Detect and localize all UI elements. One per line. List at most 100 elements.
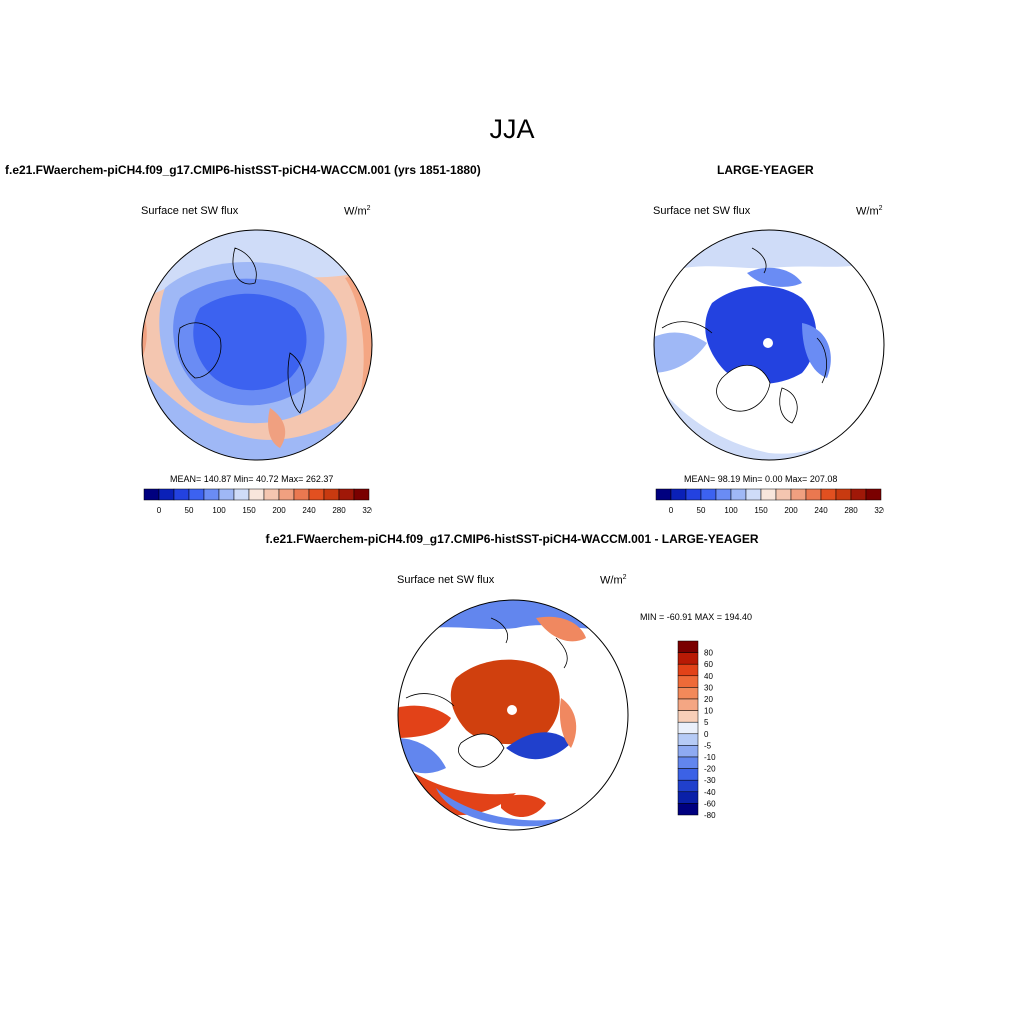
panel3-colorbar-tick-label: -30: [704, 776, 716, 785]
panel2-field-east: [802, 323, 831, 378]
panel3-colorbar-tick-label: 40: [704, 672, 713, 681]
panel2-colorbar-swatch: [685, 488, 702, 501]
panel3-colorbar-swatch: [677, 733, 699, 746]
panel3-colorbar-swatches: [677, 640, 699, 816]
panel2-field-core: [705, 286, 817, 384]
panel3-colorbar-swatch: [677, 745, 699, 758]
panel3-map-border: [397, 599, 629, 831]
panel3-colorbar-tick-label: -60: [704, 799, 716, 808]
panel2-colorbar: 0 50 100 150 200 240 280 320: [655, 488, 884, 515]
panel3-colorbar-tick-label: 0: [704, 730, 709, 739]
panel1-colorbar-swatches: [143, 488, 370, 501]
panel2-land-patch: [779, 387, 798, 424]
panel1-colorbar-swatch: [278, 488, 295, 501]
panel2-polar-map: [653, 229, 885, 461]
panel1-colorbar-swatch: [188, 488, 205, 501]
panel3-colorbar-tick-label: 60: [704, 660, 713, 669]
panel1-field-south: [142, 368, 372, 460]
panel1-colorbar-swatch: [263, 488, 280, 501]
panel2-colorbar-swatch: [835, 488, 852, 501]
panel2-units-text: W/m: [856, 205, 879, 218]
panel2-colorbar-tick-label: 100: [724, 506, 738, 515]
panel3-colorbar-swatch: [677, 652, 699, 665]
panel3-colorbar-swatch: [677, 768, 699, 781]
panel1-field-south-warm: [268, 408, 286, 448]
panel3-colorbar-tick-label: -10: [704, 753, 716, 762]
panel2-variable-label: Surface net SW flux: [653, 205, 751, 217]
panel2-colorbar-tick-label: 280: [844, 506, 858, 515]
panel2-units-exponent: 2: [878, 205, 883, 212]
panel3-field-west-warm: [398, 705, 451, 738]
panel3-field-arctic-warm: [450, 659, 560, 745]
panel1-colorbar-swatch: [233, 488, 250, 501]
panel2-colorbar-swatch: [790, 488, 807, 501]
panel2-colorbar-swatch: [865, 488, 882, 501]
panel2-colorbar-swatch: [655, 488, 672, 501]
panel1-stats: MEAN= 140.87 Min= 40.72 Max= 262.37: [170, 474, 334, 484]
panel1-colorbar-tick-label: 100: [212, 506, 226, 515]
panel2-stats: MEAN= 98.19 Min= 0.00 Max= 207.08: [684, 474, 838, 484]
panel1-colorbar-tick-label: 240: [302, 506, 316, 515]
panel1-field-core: [193, 293, 307, 391]
panel2-colorbar-swatches: [655, 488, 882, 501]
panel2-colorbar-swatch: [730, 488, 747, 501]
panel1-colorbar-swatch: [323, 488, 340, 501]
panel1-colorbar-tick-label: 0: [157, 506, 162, 515]
panel2-colorbar-swatch: [700, 488, 717, 501]
panel3-pole-hole: [507, 705, 517, 715]
panel2-colorbar-labels: 0 50 100 150 200 240 280 320: [669, 506, 884, 515]
panel3-colorbar-swatch: [677, 721, 699, 735]
panel1-field-west-warm: [142, 308, 147, 363]
panel1-colorbar: 0 50 100 150 200 240 280 320: [143, 488, 372, 515]
panel1-colorbar-swatch: [248, 488, 265, 501]
panel3-colorbar-tick-label: -20: [704, 765, 716, 774]
panel3-field-east-warm: [559, 698, 577, 748]
panel1-units-label: W/m2: [344, 205, 371, 218]
panel1-colorbar-tick-label: 150: [242, 506, 256, 515]
panel1-coastlines: [178, 247, 306, 414]
panel3-colorbar-tick-label: 20: [704, 695, 713, 704]
panel1-polar-map: [141, 229, 373, 461]
panel2-colorbar-swatch: [805, 488, 822, 501]
panel3-colorbar-tick-label: -40: [704, 788, 716, 797]
panel2-pole-hole: [763, 338, 773, 348]
panel1-colorbar-swatch: [293, 488, 310, 501]
panel3-colorbar-tick-label: 80: [704, 649, 713, 658]
panel2-colorbar-tick-label: 240: [814, 506, 828, 515]
panel2-colorbar-tick-label: 50: [697, 506, 706, 515]
panel3-heading: f.e21.FWaerchem-piCH4.f09_g17.CMIP6-hist…: [265, 532, 759, 546]
panel2-colorbar-swatch: [850, 488, 867, 501]
panel2-greenland-land: [716, 364, 771, 412]
panel1-colorbar-tick-label: 320: [362, 506, 372, 515]
panel3-colorbar-swatch: [677, 791, 699, 804]
panel3-field-south-cool: [506, 732, 571, 760]
panel1-units-exponent: 2: [366, 205, 371, 212]
panel3-colorbar-tick-label: 10: [704, 707, 713, 716]
panel2-colorbar-tick-label: 0: [669, 506, 674, 515]
panel1-colorbar-labels: 0 50 100 150 200 240 280 320: [157, 506, 372, 515]
panel3-colorbar-swatch: [677, 779, 699, 793]
panel2-colorbar-tick-label: 320: [874, 506, 884, 515]
panel1-colorbar-swatch: [203, 488, 220, 501]
panel3-colorbar-tick-label: 30: [704, 683, 713, 692]
panel3-field-south-hotspot: [501, 794, 546, 818]
panel3-colorbar-swatch: [677, 803, 699, 816]
panel1-colorbar-swatch: [308, 488, 325, 501]
panel3-polar-map: [397, 599, 629, 831]
panel2-colorbar-swatch: [760, 488, 777, 501]
figure-title: JJA: [489, 114, 535, 144]
panel1-colorbar-tick-label: 280: [332, 506, 346, 515]
panel1-colorbar-tick-label: 50: [185, 506, 194, 515]
panel3-stats: MIN = -60.91 MAX = 194.40: [640, 612, 753, 622]
panel3-colorbar-tick-label: -5: [704, 741, 712, 750]
panel2-map-border: [653, 229, 885, 461]
panel2-colorbar-tick-label: 150: [754, 506, 768, 515]
panel3-field-north-east-warm: [536, 616, 586, 642]
panel3-colorbar-swatch: [677, 675, 699, 688]
panel3-colorbar-tick-label: -80: [704, 811, 716, 820]
panel2-colorbar-swatch: [670, 488, 687, 501]
panel2-colorbar-swatch: [775, 488, 792, 501]
panel2-coastlines: [661, 247, 827, 384]
panel1-units-text: W/m: [344, 205, 367, 218]
panel3-colorbar-tick-label: 5: [704, 718, 709, 727]
